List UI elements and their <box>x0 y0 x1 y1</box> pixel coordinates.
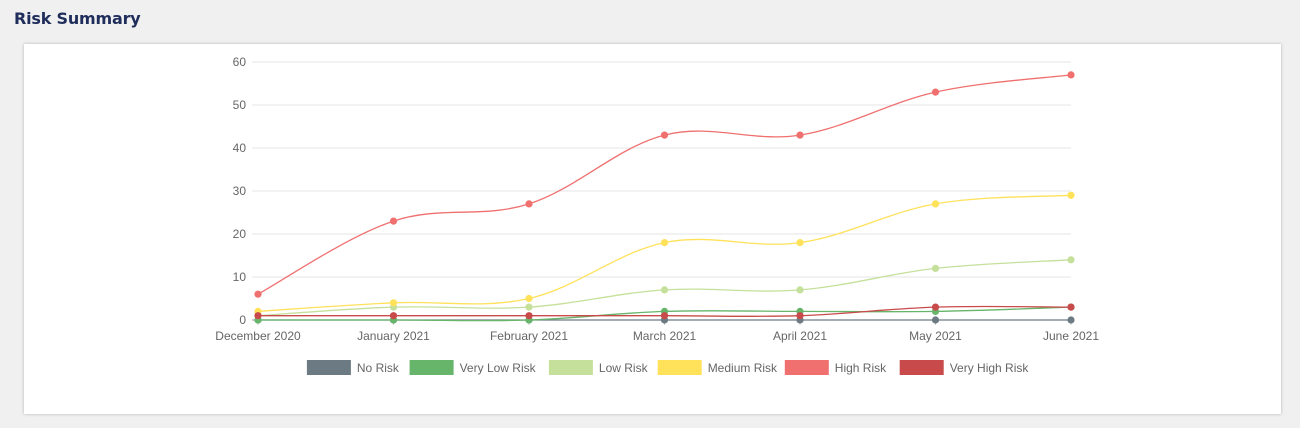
data-point-very-high-risk[interactable] <box>389 312 398 320</box>
y-tick-label: 60 <box>233 55 247 69</box>
data-point-high-risk[interactable] <box>525 200 533 208</box>
y-tick-label: 40 <box>233 141 247 155</box>
data-point-medium-risk[interactable] <box>389 299 398 307</box>
data-point-medium-risk[interactable] <box>796 239 804 247</box>
data-point-low-risk[interactable] <box>525 303 533 311</box>
series-line-medium-risk <box>257 194 1072 313</box>
data-point-very-high-risk[interactable] <box>660 312 669 320</box>
x-tick-label: May 2021 <box>909 329 962 343</box>
legend-label: Low Risk <box>599 361 649 375</box>
x-tick-label: February 2021 <box>490 329 568 343</box>
data-point-very-high-risk[interactable] <box>796 312 804 320</box>
data-point-no-risk[interactable] <box>931 316 940 324</box>
legend-label: No Risk <box>357 361 400 375</box>
data-point-high-risk[interactable] <box>254 290 262 298</box>
legend-swatch <box>306 360 351 375</box>
legend-label: Very Low Risk <box>460 361 537 375</box>
chart-card: 0 10 20 30 40 50 60 December 2020 January 2021 Fe… <box>24 44 1281 414</box>
data-point-very-high-risk[interactable] <box>1067 303 1075 311</box>
data-point-high-risk[interactable] <box>660 131 669 139</box>
x-tick-label: April 2021 <box>773 329 827 343</box>
x-tick-label: December 2020 <box>215 329 301 343</box>
legend-swatch <box>548 360 593 375</box>
legend-item-high-risk[interactable]: High Risk <box>784 360 887 375</box>
data-point-medium-risk[interactable] <box>931 200 940 208</box>
data-point-high-risk[interactable] <box>389 217 398 225</box>
data-point-high-risk[interactable] <box>1067 71 1075 79</box>
legend-item-very-high-risk[interactable]: Very High Risk <box>899 360 1030 375</box>
legend-item-medium-risk[interactable]: Medium Risk <box>657 360 778 375</box>
page-title: Risk Summary <box>14 9 141 28</box>
legend-label: Medium Risk <box>708 361 778 375</box>
legend-swatch <box>409 360 454 375</box>
data-point-high-risk[interactable] <box>796 131 804 139</box>
data-point-low-risk[interactable] <box>1067 256 1075 264</box>
x-tick-label: January 2021 <box>357 329 430 343</box>
data-point-low-risk[interactable] <box>796 286 804 294</box>
y-tick-label: 0 <box>239 313 246 327</box>
data-point-high-risk[interactable] <box>931 88 940 96</box>
data-point-low-risk[interactable] <box>931 264 940 272</box>
data-point-very-high-risk[interactable] <box>254 312 262 320</box>
legend-item-low-risk[interactable]: Low Risk <box>548 360 649 375</box>
risk-summary-line-chart: 0 10 20 30 40 50 60 December 2020 January 2021 Fe… <box>215 55 1099 375</box>
y-tick-label: 30 <box>233 184 247 198</box>
legend-swatch <box>784 360 829 375</box>
data-point-low-risk[interactable] <box>660 286 669 294</box>
y-tick-label: 50 <box>233 98 247 112</box>
y-tick-label: 20 <box>233 227 247 241</box>
data-point-very-high-risk[interactable] <box>525 312 533 320</box>
legend-item-very-low-risk[interactable]: Very Low Risk <box>409 360 537 375</box>
x-tick-label: June 2021 <box>1043 329 1099 343</box>
legend-item-no-risk[interactable]: No Risk <box>306 360 400 375</box>
data-point-very-high-risk[interactable] <box>931 303 940 311</box>
y-tick-label: 10 <box>233 270 247 284</box>
series-line-high-risk <box>257 74 1072 295</box>
data-point-medium-risk[interactable] <box>525 294 533 303</box>
legend-label: Very High Risk <box>950 361 1030 375</box>
x-tick-label: March 2021 <box>633 329 697 343</box>
data-point-medium-risk[interactable] <box>1067 191 1075 199</box>
legend-swatch <box>657 360 702 375</box>
data-point-no-risk[interactable] <box>1067 316 1075 324</box>
legend-label: High Risk <box>835 361 887 375</box>
legend-swatch <box>899 360 944 375</box>
data-point-medium-risk[interactable] <box>660 239 669 247</box>
